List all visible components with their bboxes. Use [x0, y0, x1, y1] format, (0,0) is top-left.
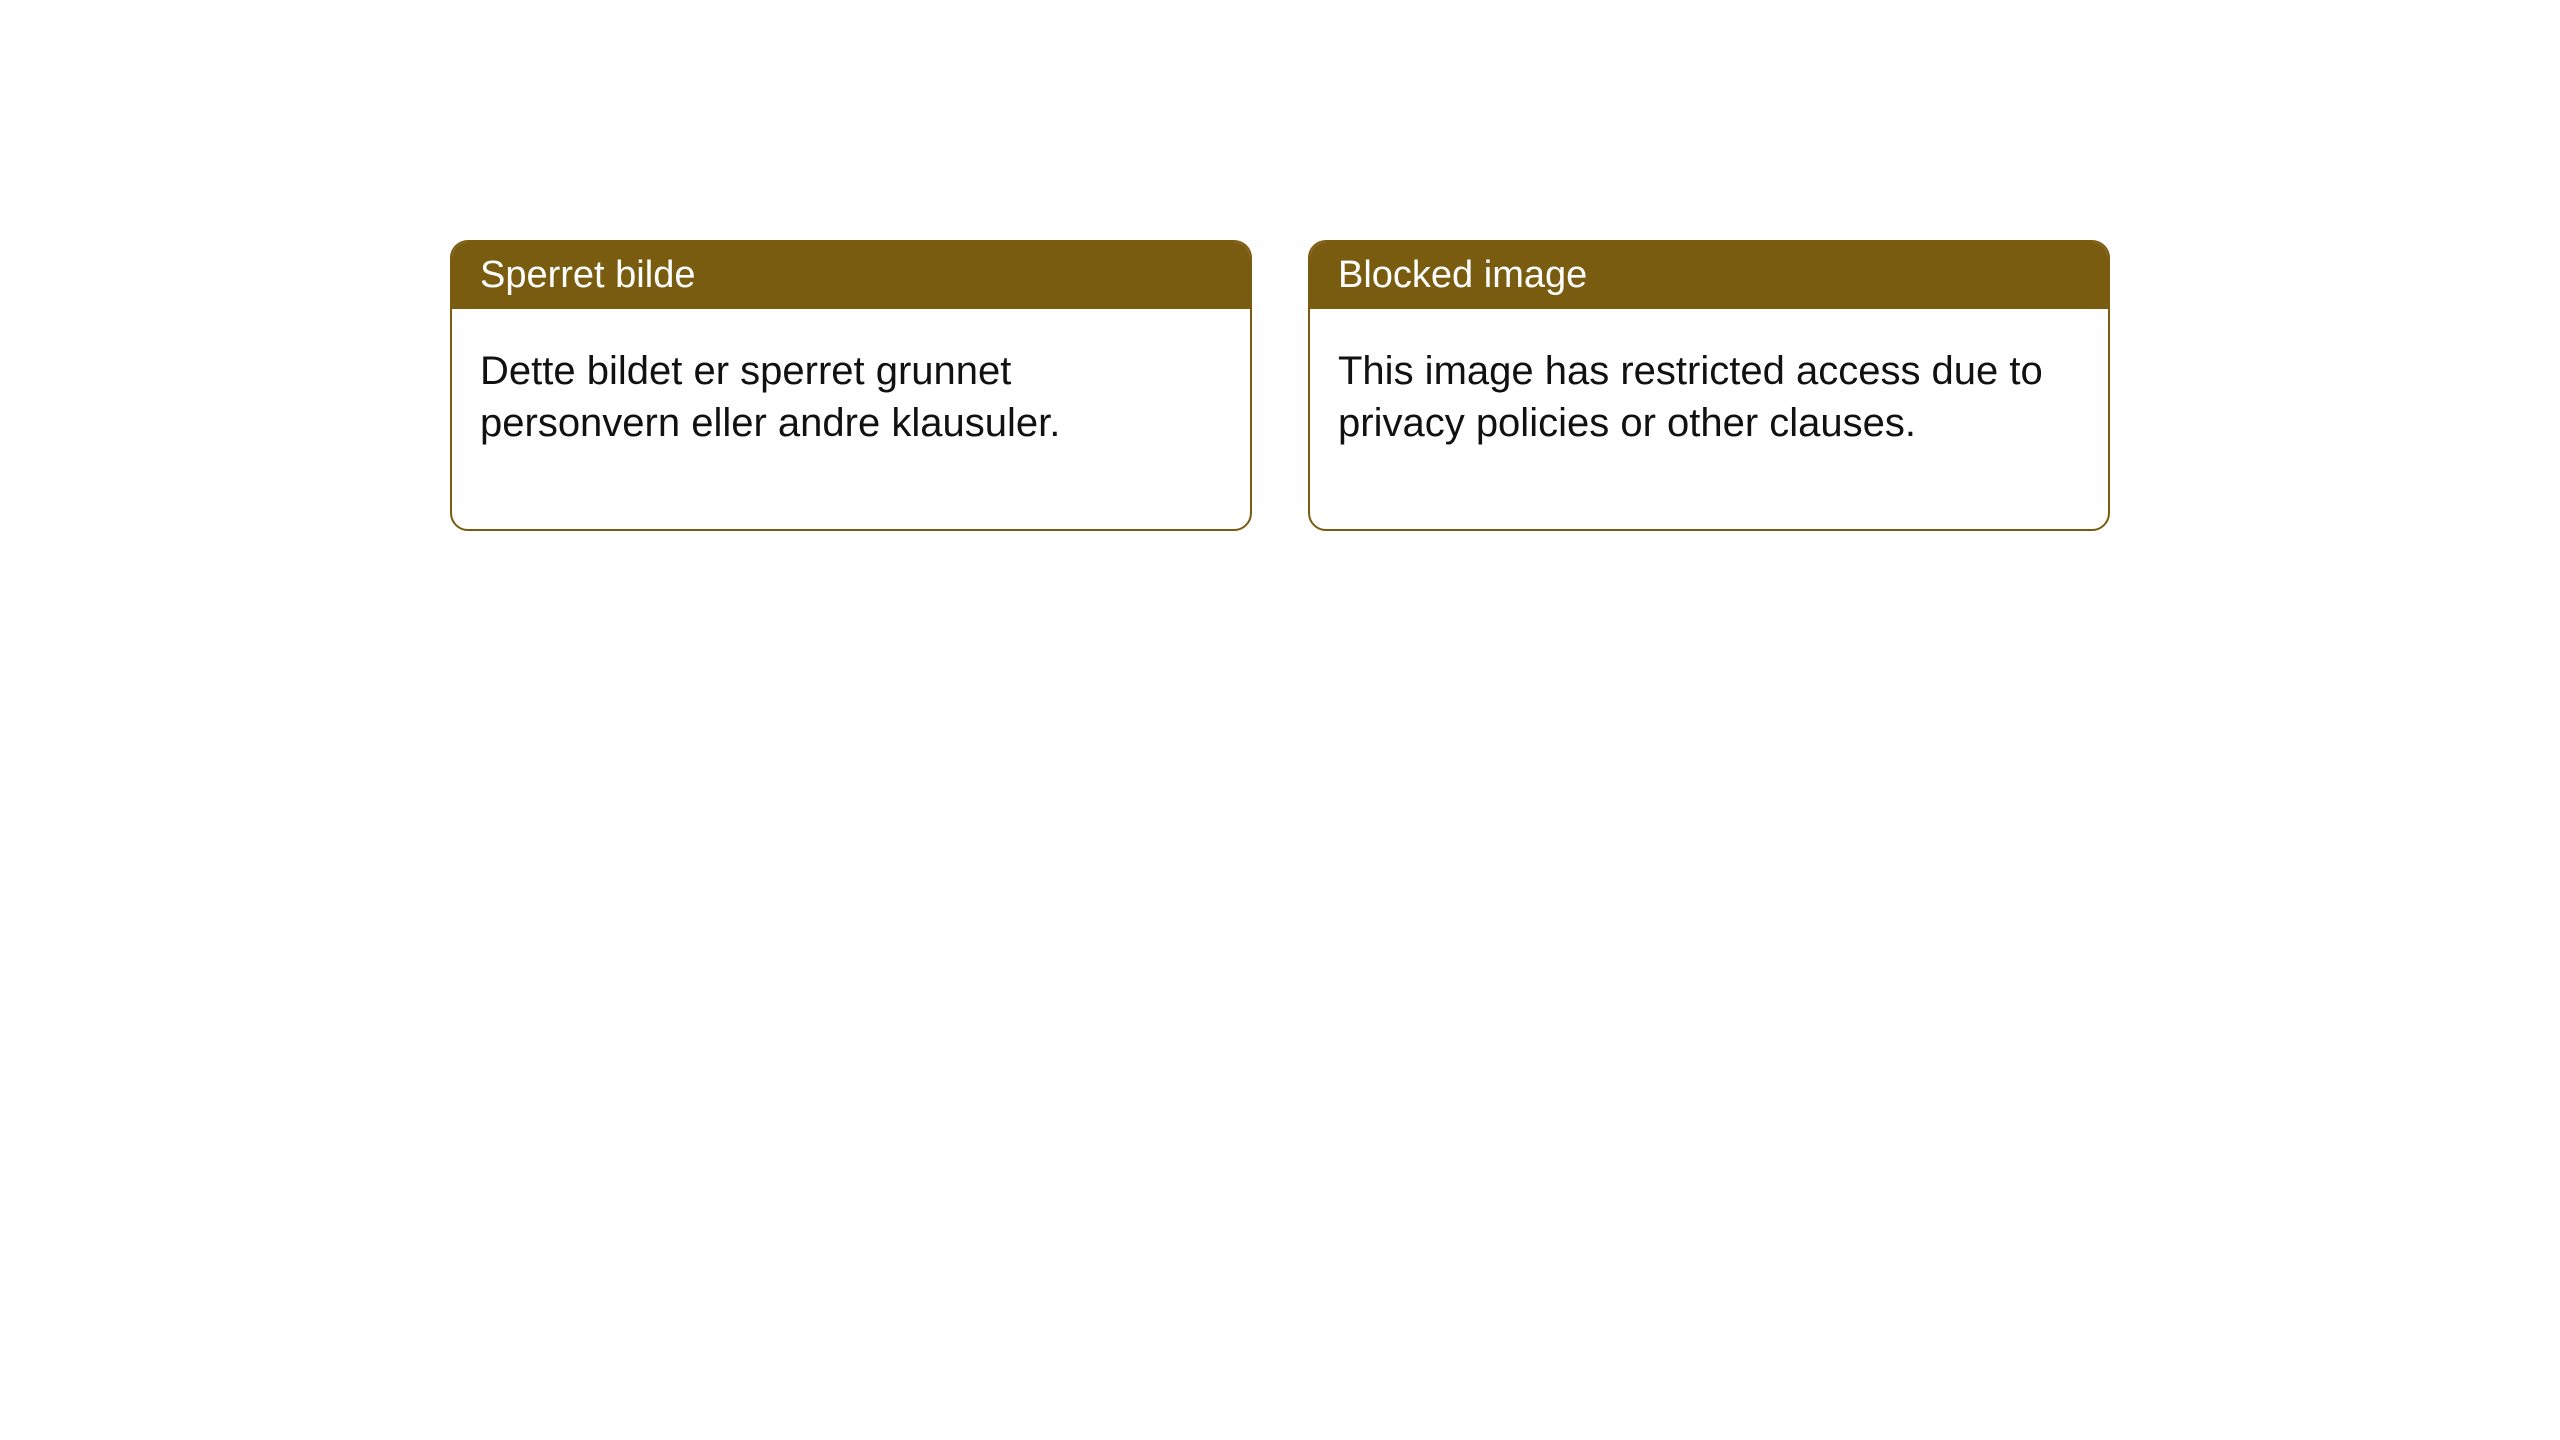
- notice-card-no: Sperret bilde Dette bildet er sperret gr…: [450, 240, 1252, 531]
- notice-body-en: This image has restricted access due to …: [1310, 309, 2108, 529]
- notice-container: Sperret bilde Dette bildet er sperret gr…: [450, 240, 2110, 531]
- notice-card-en: Blocked image This image has restricted …: [1308, 240, 2110, 531]
- notice-body-no: Dette bildet er sperret grunnet personve…: [452, 309, 1250, 529]
- notice-header-en: Blocked image: [1310, 242, 2108, 309]
- notice-header-no: Sperret bilde: [452, 242, 1250, 309]
